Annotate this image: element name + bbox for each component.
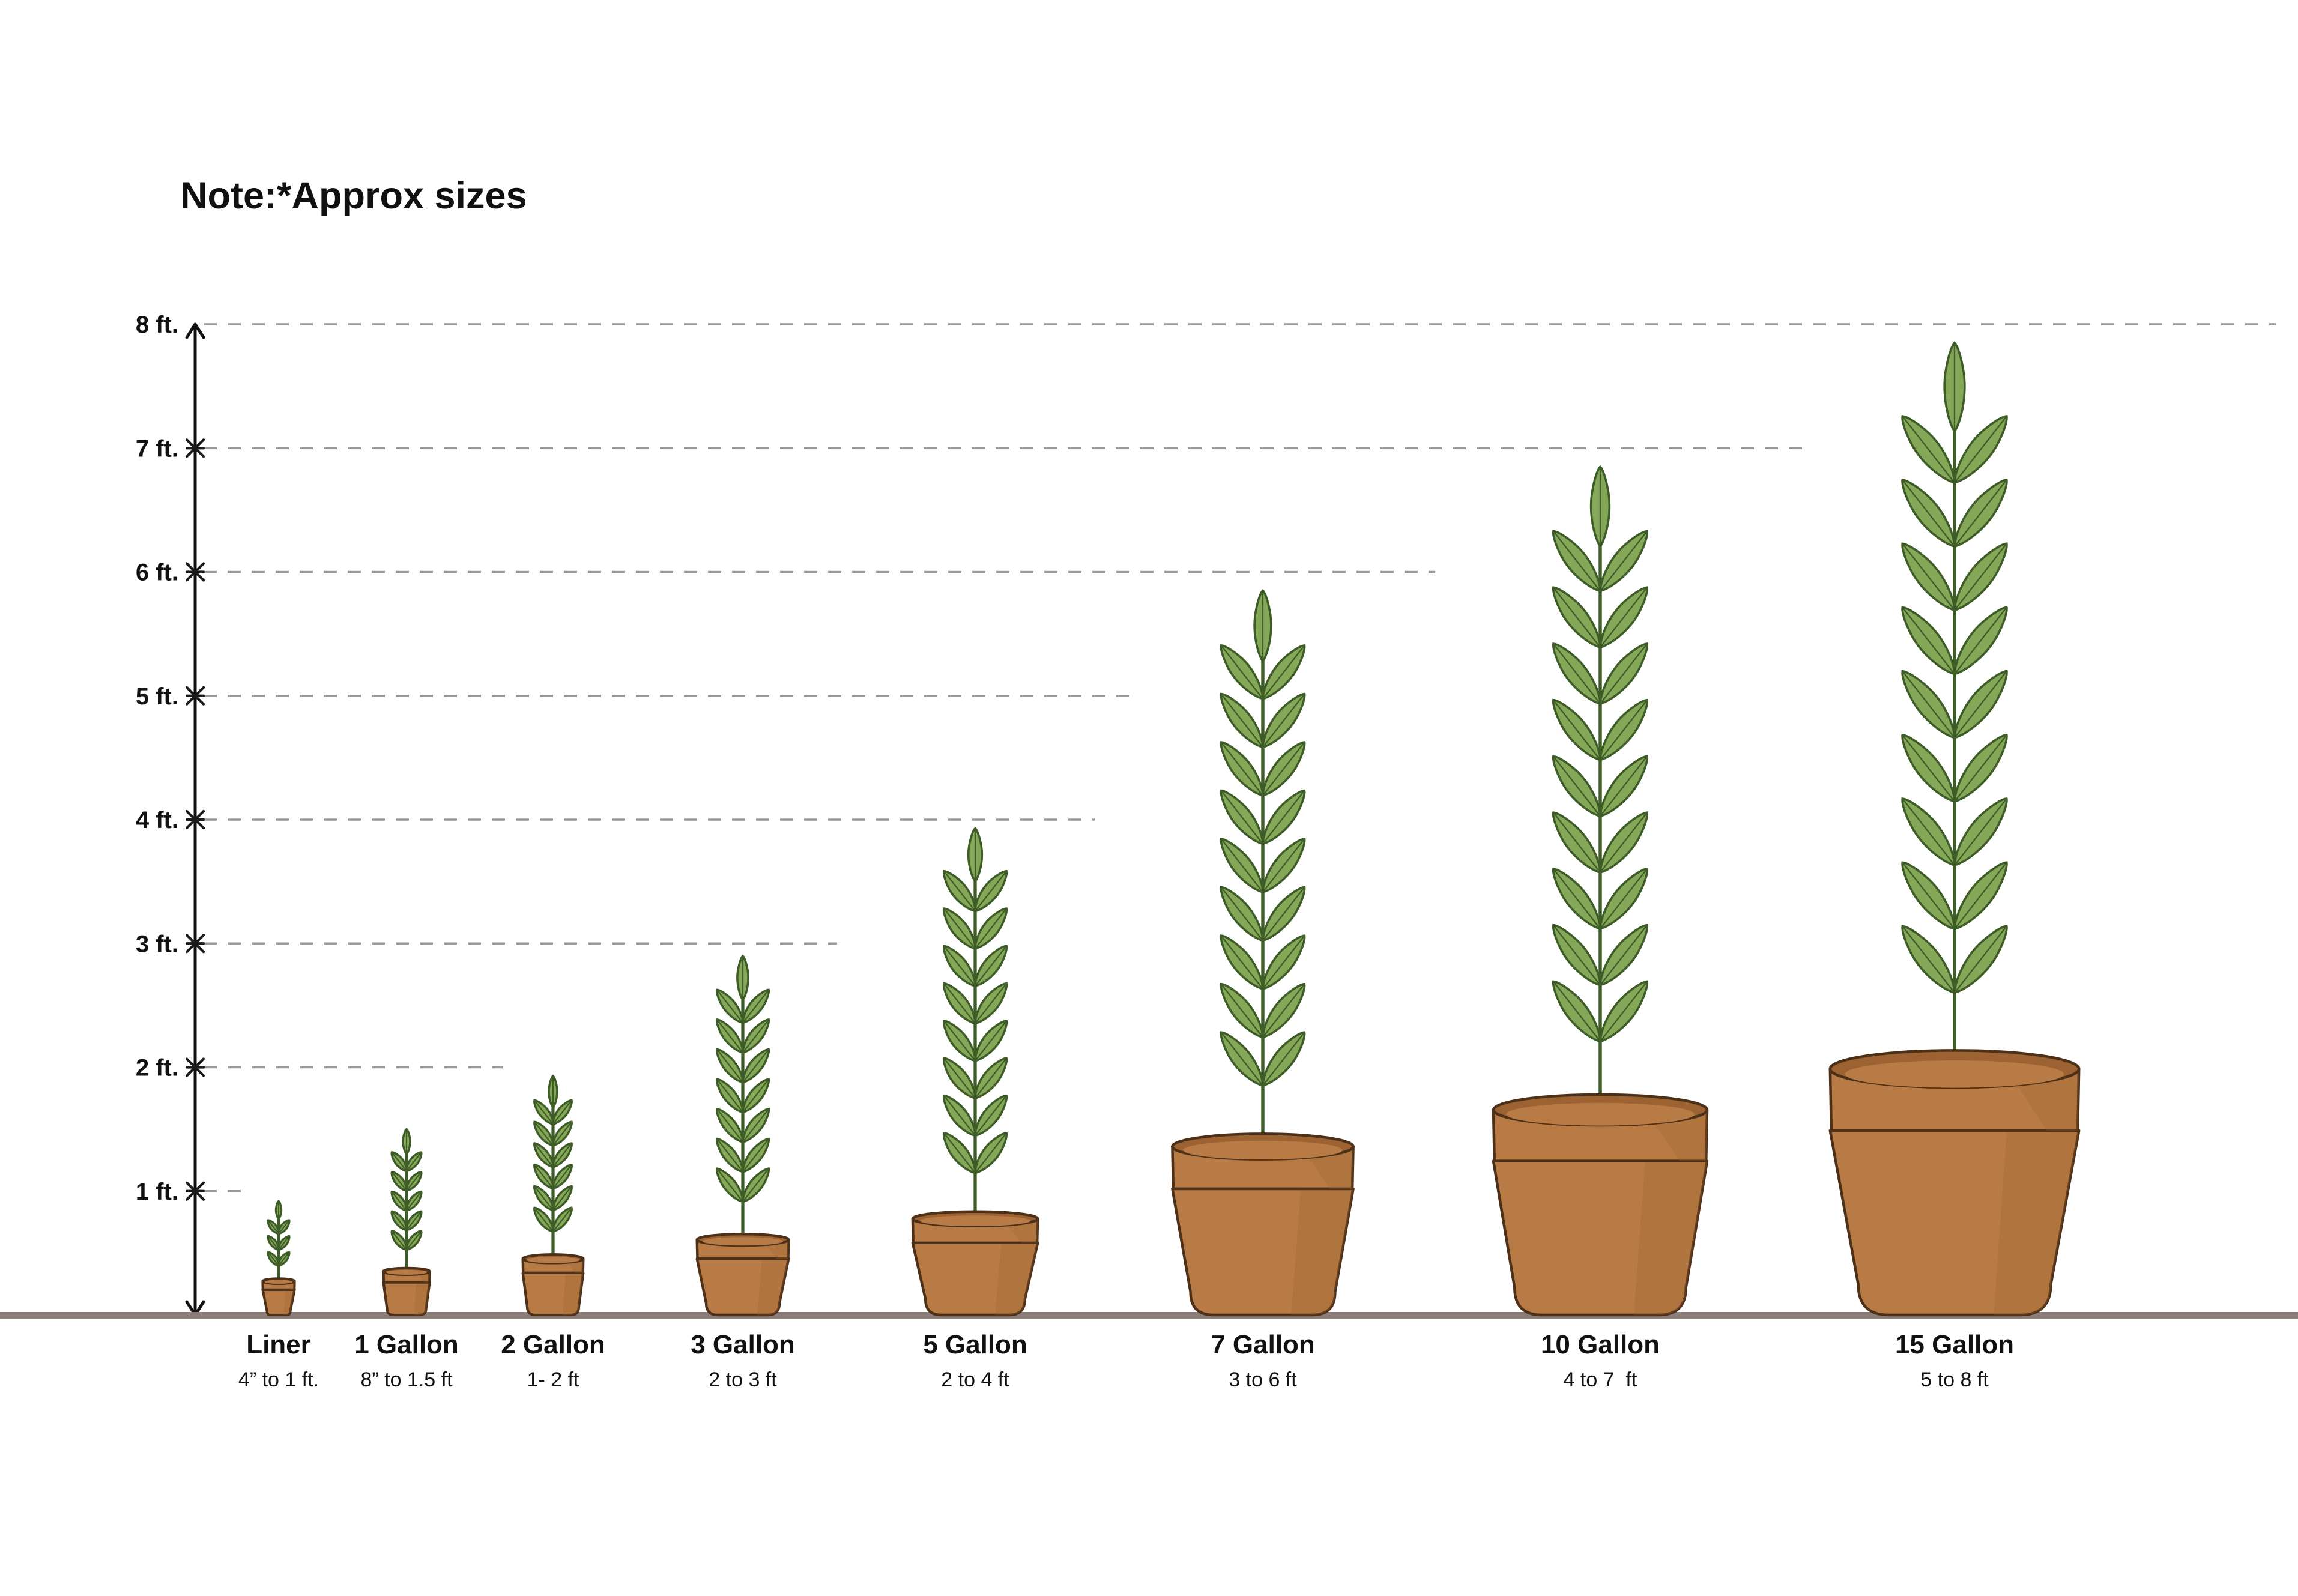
svg-text:5 ft.: 5 ft. xyxy=(136,683,178,710)
svg-text:4 ft.: 4 ft. xyxy=(136,807,178,833)
svg-text:1 ft.: 1 ft. xyxy=(136,1179,178,1205)
svg-text:7 ft.: 7 ft. xyxy=(136,435,178,462)
svg-text:8 ft.: 8 ft. xyxy=(136,312,178,338)
svg-text:6 ft.: 6 ft. xyxy=(136,560,178,586)
svg-text:3 ft.: 3 ft. xyxy=(136,931,178,957)
svg-text:2 ft.: 2 ft. xyxy=(136,1055,178,1081)
